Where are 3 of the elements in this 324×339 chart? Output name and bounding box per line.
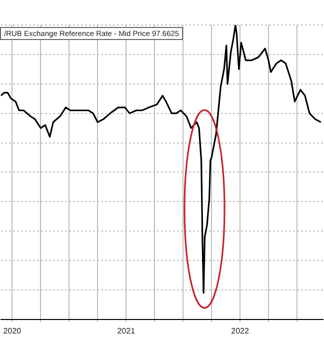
x-tick-label: 2020	[3, 326, 22, 336]
x-tick-label: 2022	[231, 326, 250, 336]
x-tick-label: 2021	[117, 326, 136, 336]
